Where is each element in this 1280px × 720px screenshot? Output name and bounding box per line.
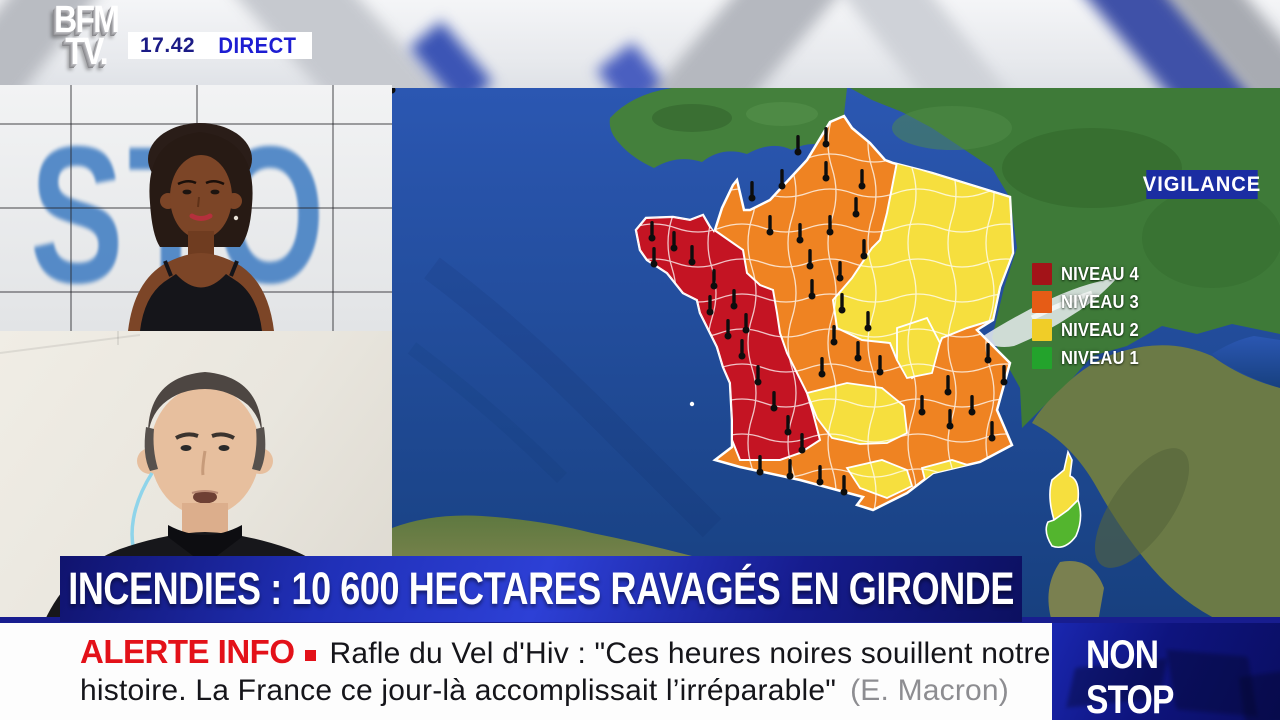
- bfm-logo-line1: BFM: [54, 0, 120, 41]
- island-dot: [689, 401, 695, 407]
- legend-row-niveau1: NIVEAU 1: [1032, 344, 1146, 372]
- legend-row-niveau3: NIVEAU 3: [1032, 288, 1146, 316]
- bfm-tv-logo: BFM TV.: [50, 0, 122, 73]
- vigilance-badge: VIGILANCE: [1143, 170, 1260, 199]
- legend-label-niveau1: NIVEAU 1: [1061, 347, 1139, 368]
- corsica-level1-zone: [1045, 498, 1082, 549]
- ticker-text-2: histoire. La France ce jour-là accomplis…: [80, 674, 837, 707]
- legend-swatch-niveau2: [1032, 319, 1052, 341]
- vigilance-map: VIGILANCE NIVEAU 4 NIVEAU 3 NIVEAU 2 NIV…: [392, 88, 1280, 622]
- legend-swatch-niveau1: [1032, 347, 1052, 369]
- direct-badge: DIRECT: [218, 32, 297, 58]
- ticker-attribution: (E. Macron): [850, 674, 1009, 707]
- legend-row-niveau4: NIVEAU 4: [1032, 260, 1146, 288]
- clock-time: 17.42: [140, 33, 196, 57]
- legend-swatch-niveau4: [1032, 263, 1052, 285]
- studio-beam-blue: [596, 42, 670, 88]
- anchor-person: [128, 123, 274, 331]
- headline-text: INCENDIES : 10 600 HECTARES RAVAGÉS EN G…: [68, 563, 1014, 614]
- legend-swatch-niveau3: [1032, 291, 1052, 313]
- anchor-video: STO: [0, 85, 392, 331]
- map-legend: NIVEAU 4 NIVEAU 3 NIVEAU 2 NIVEAU 1: [1032, 260, 1146, 372]
- adriatic-sea: [1212, 336, 1280, 388]
- headline-banner: INCENDIES : 10 600 HECTARES RAVAGÉS EN G…: [60, 556, 1022, 622]
- nonstop-badge: NON STOP: [1052, 623, 1280, 720]
- sardinia-landmass: [1048, 561, 1104, 622]
- ticker-line-2: histoire. La France ce jour-là accomplis…: [80, 672, 1052, 709]
- alert-label: ALERTE INFO: [80, 633, 295, 670]
- legend-label-niveau2: NIVEAU 2: [1061, 319, 1139, 340]
- alert-bullet-icon: [304, 650, 316, 661]
- ticker-text-1: Rafle du Vel d'Hiv : "Ces heures noires …: [329, 637, 1051, 670]
- window-frame: [70, 85, 72, 331]
- bfm-logo-line2: TV.: [65, 30, 108, 73]
- time-direct-box: 17.42 DIRECT: [128, 32, 312, 59]
- nonstop-label: NON STOP: [1086, 633, 1174, 720]
- alert-ticker: ALERTE INFO Rafle du Vel d'Hiv : "Ces heu…: [0, 623, 1052, 720]
- window-frame: [332, 85, 334, 331]
- legend-row-niveau2: NIVEAU 2: [1032, 316, 1146, 344]
- legend-label-niveau3: NIVEAU 3: [1061, 291, 1139, 312]
- france-vigilance-svg: [392, 88, 1280, 622]
- ticker-line-1: ALERTE INFO Rafle du Vel d'Hiv : "Ces heu…: [80, 633, 1052, 672]
- thermometer-icons: [392, 88, 396, 94]
- corsica: [1045, 449, 1082, 549]
- legend-label-niveau4: NIVEAU 4: [1061, 263, 1139, 284]
